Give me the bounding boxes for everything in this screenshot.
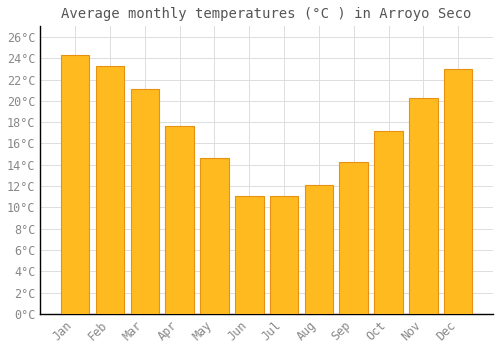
Bar bbox=[374, 131, 403, 314]
Bar bbox=[130, 89, 159, 314]
Bar bbox=[96, 66, 124, 314]
Bar bbox=[444, 69, 472, 314]
Bar bbox=[235, 196, 264, 314]
Bar bbox=[61, 55, 90, 314]
Bar bbox=[270, 196, 298, 314]
Bar bbox=[409, 98, 438, 314]
Bar bbox=[304, 185, 333, 314]
Bar bbox=[200, 158, 228, 314]
Bar bbox=[166, 126, 194, 314]
Bar bbox=[340, 162, 368, 314]
Title: Average monthly temperatures (°C ) in Arroyo Seco: Average monthly temperatures (°C ) in Ar… bbox=[62, 7, 472, 21]
